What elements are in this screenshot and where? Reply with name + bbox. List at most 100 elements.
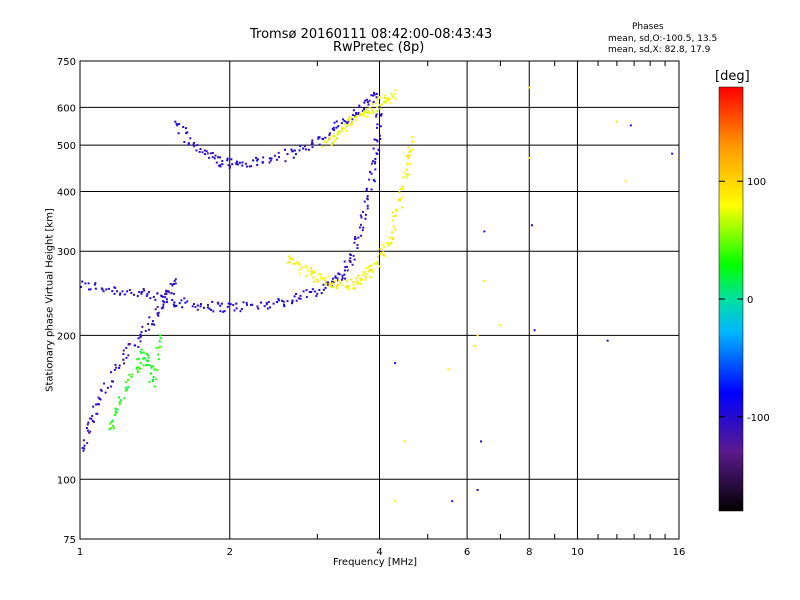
trace-point: [288, 261, 291, 264]
trace-point: [362, 110, 365, 113]
y-tick-label: 75: [63, 535, 76, 546]
trace-point: [154, 378, 157, 381]
trace-point: [137, 346, 140, 349]
trace-point: [400, 196, 403, 199]
trace-point: [379, 107, 382, 110]
trace-point: [392, 238, 395, 241]
trace-point: [113, 368, 116, 371]
trace-point: [372, 112, 375, 115]
trace-point: [106, 386, 109, 389]
trace-point: [376, 98, 379, 101]
trace-point: [386, 97, 389, 100]
chart-subtitle: RwPretec (8p): [333, 40, 425, 55]
trace-point: [181, 306, 184, 309]
trace-point: [365, 267, 368, 270]
trace-point: [148, 316, 151, 319]
trace-point: [336, 277, 339, 280]
trace-point: [377, 148, 380, 151]
trace-point: [200, 303, 203, 306]
trace-point: [328, 132, 331, 135]
trace-point: [294, 262, 297, 265]
trace-point: [94, 287, 97, 290]
trace-point: [332, 126, 335, 129]
trace-point: [348, 259, 351, 262]
trace-point: [375, 139, 378, 142]
trace-point: [139, 333, 142, 336]
trace-point: [351, 263, 354, 266]
trace-point: [161, 307, 164, 310]
trace-point: [333, 129, 336, 132]
trace-point: [333, 140, 336, 143]
trace-point: [286, 262, 289, 265]
trace-point: [366, 101, 369, 104]
y-tick-label: 600: [57, 103, 76, 114]
trace-point: [397, 198, 400, 201]
trace-point: [379, 247, 382, 250]
trace-point: [373, 262, 376, 265]
trace-point: [384, 101, 387, 104]
trace-point: [145, 352, 148, 355]
trace-point: [240, 307, 243, 310]
trace-point: [335, 120, 338, 123]
trace-point: [341, 274, 344, 277]
trace-point: [142, 288, 145, 291]
trace-point: [89, 430, 92, 433]
phases-x-mode: mean, sd,X: 82.8, 17.9: [608, 45, 711, 55]
trace-point: [406, 163, 409, 166]
trace-point: [394, 209, 397, 212]
trace-point: [217, 156, 220, 159]
trace-point: [230, 158, 233, 161]
trace-point: [245, 303, 248, 306]
trace-point: [291, 300, 294, 303]
trace-point: [346, 119, 349, 122]
trace-point: [344, 266, 347, 269]
trace-point: [137, 357, 140, 360]
trace-point: [406, 168, 409, 171]
trace-point: [277, 297, 280, 300]
trace-point: [349, 123, 352, 126]
trace-point: [152, 376, 155, 379]
trace-point: [268, 161, 271, 164]
trace-point: [198, 150, 201, 153]
trace-point: [316, 292, 319, 295]
trace-point: [354, 119, 357, 122]
trace-point: [161, 295, 164, 298]
trace-point: [277, 151, 280, 154]
trace-point: [289, 258, 292, 261]
trace-point: [110, 427, 113, 430]
trace-point: [411, 136, 414, 139]
trace-point: [356, 243, 359, 246]
trace-point: [353, 241, 356, 244]
data-points: [80, 86, 674, 503]
trace-point: [147, 323, 150, 326]
trace-point: [162, 300, 165, 303]
grid-lines: [80, 61, 679, 539]
trace-point: [180, 299, 183, 302]
trace-point: [357, 274, 360, 277]
trace-point: [348, 117, 351, 120]
trace-point: [365, 187, 368, 190]
trace-point: [338, 279, 341, 282]
trace-point: [95, 403, 98, 406]
trace-point: [317, 136, 320, 139]
y-tick-label: 400: [57, 187, 76, 198]
trace-point: [378, 96, 381, 99]
trace-point: [272, 302, 275, 305]
trace-point: [276, 301, 279, 304]
trace-point: [127, 354, 130, 357]
trace-point: [399, 198, 402, 201]
trace-point: [156, 305, 159, 308]
scattered-echo-point: [480, 440, 483, 443]
trace-point: [320, 276, 323, 279]
trace-point: [140, 335, 143, 338]
trace-point: [153, 323, 156, 326]
trace-point: [330, 280, 333, 283]
trace-point: [136, 295, 139, 298]
trace-point: [165, 290, 168, 293]
trace-point: [173, 279, 176, 282]
trace-point: [342, 118, 345, 121]
trace-point: [311, 139, 314, 142]
trace-point: [145, 359, 148, 362]
trace-point: [222, 310, 225, 313]
trace-point: [203, 153, 206, 156]
